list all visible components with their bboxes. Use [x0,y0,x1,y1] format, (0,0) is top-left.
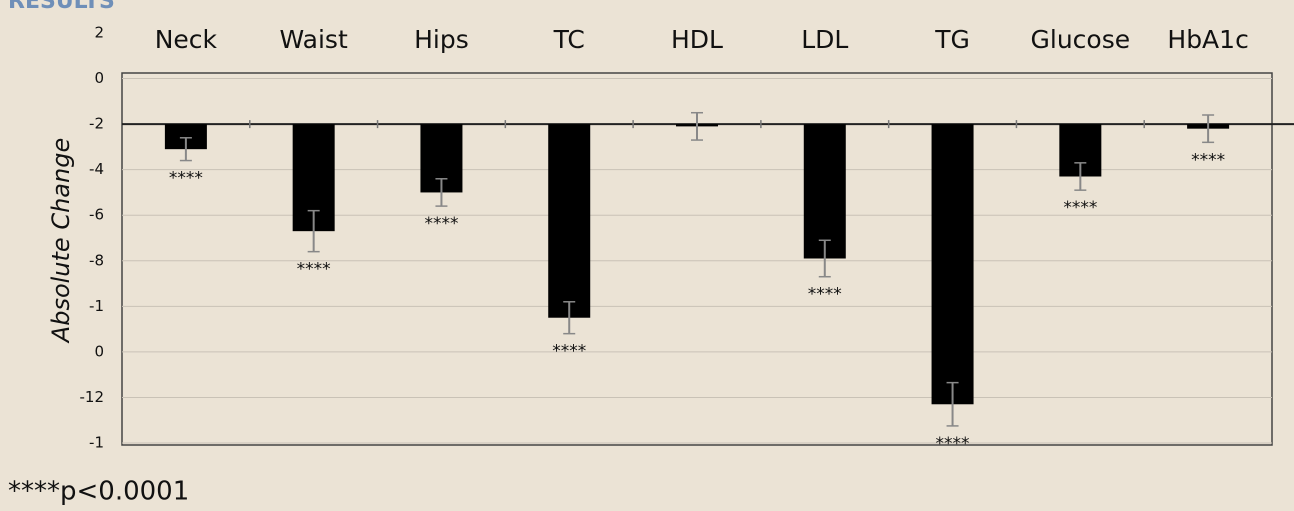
bar [803,124,846,259]
x-tick-label: Hips [414,25,469,54]
x-tick-label: HbA1c [1167,25,1248,54]
significance-label: **** [169,169,203,189]
y-tick-label: 0 [94,69,104,87]
bar [548,124,591,318]
y-tick-label: -12 [80,388,105,406]
y-tick-label: -1 [89,434,104,452]
significance-label: **** [297,260,331,280]
x-tick-label: HDL [671,25,723,54]
plot-frame [121,72,1273,446]
significance-label: **** [936,434,970,454]
page-title: RESULTS [8,0,115,14]
x-tick-label: TG [934,25,970,54]
x-tick-label: Glucose [1031,25,1131,54]
x-tick-label: TC [553,25,585,54]
y-tick-label: -8 [89,251,104,269]
y-tick-label: -2 [89,115,104,133]
y-tick-label: -4 [89,160,104,178]
y-axis-label: Absolute Change [47,138,75,344]
bar [931,124,974,405]
significance-label: **** [808,285,842,305]
footnote: ****p<0.0001 [8,477,189,507]
significance-label: **** [1063,198,1097,218]
significance-label: **** [552,342,586,362]
x-tick-label: LDL [801,25,848,54]
x-tick-label: Neck [155,25,218,54]
y-tick-label: -1 [89,297,104,315]
x-tick-label: Waist [280,25,348,54]
y-tick-label: 0 [94,342,104,360]
significance-label: **** [424,214,458,234]
significance-label: **** [1191,150,1225,170]
y-tick-label: 2 [94,24,104,42]
y-tick-label: -6 [89,206,104,224]
